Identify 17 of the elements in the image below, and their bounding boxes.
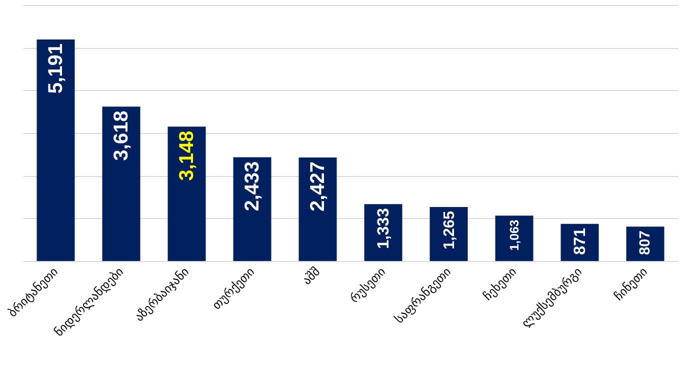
data-label: 1,265	[440, 210, 458, 250]
annotation: 3,148	[176, 130, 198, 181]
data-label: 2,427	[306, 161, 329, 212]
bar	[36, 40, 75, 261]
data-label: 807	[637, 230, 654, 256]
bar	[298, 157, 337, 261]
bar	[168, 126, 206, 261]
bar	[233, 157, 272, 261]
data-label: 3,618	[110, 110, 132, 161]
data-label: 5,191	[44, 44, 67, 94]
data-label: 1,063	[507, 220, 522, 251]
bar	[102, 106, 140, 261]
bar	[495, 216, 534, 261]
data-label: 871	[570, 228, 589, 255]
x-tick-label: აშშ	[300, 264, 323, 288]
data-label: 2,433	[241, 161, 264, 212]
data-label: 1,333	[374, 208, 392, 249]
